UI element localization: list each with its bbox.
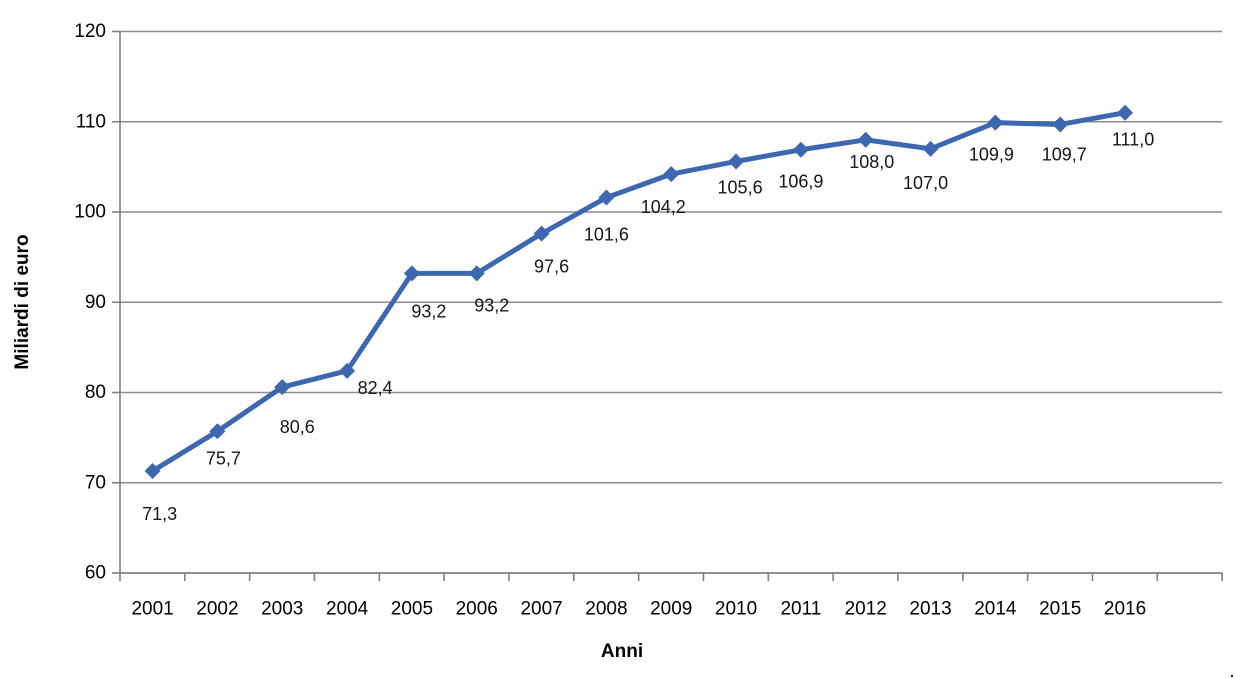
data-point-marker <box>987 114 1004 131</box>
corner-period-artifact: . <box>1229 664 1234 678</box>
x-tick-label: 2004 <box>326 599 369 620</box>
data-label: 82,4 <box>358 378 393 398</box>
x-tick-label: 2005 <box>391 599 433 620</box>
x-tick-label: 2011 <box>780 599 821 620</box>
data-point-marker <box>598 189 615 206</box>
x-tick-label: 2009 <box>650 599 692 620</box>
data-point-marker <box>209 423 226 440</box>
data-label: 104,2 <box>641 197 686 217</box>
y-tick-label: 70 <box>85 472 106 493</box>
gridlines-group <box>120 30 1222 574</box>
x-tick-label: 2007 <box>520 599 562 620</box>
data-label: 106,9 <box>778 172 823 192</box>
x-tick-label: 2002 <box>196 599 238 620</box>
x-tick-label: 2012 <box>845 599 887 620</box>
data-point-marker <box>792 141 809 158</box>
x-tick-label: 2014 <box>974 599 1017 620</box>
y-tick-label: 90 <box>85 292 106 313</box>
axes-group <box>112 30 1223 581</box>
y-tick-label: 100 <box>74 202 106 223</box>
data-label: 101,6 <box>584 225 629 245</box>
x-tick-label: 2001 <box>131 599 173 620</box>
data-point-marker <box>144 463 161 480</box>
data-label: 109,7 <box>1042 144 1087 164</box>
data-point-marker <box>339 362 356 379</box>
series-group <box>144 104 1134 480</box>
data-label: 105,6 <box>718 177 763 197</box>
data-label: 107,0 <box>903 173 948 193</box>
data-point-marker <box>857 131 874 148</box>
x-axis-title: Anni <box>601 641 643 662</box>
data-point-marker <box>728 153 745 170</box>
data-point-marker <box>468 265 485 282</box>
y-tick-label: 80 <box>85 382 106 403</box>
data-label: 75,7 <box>206 448 241 468</box>
data-label: 93,2 <box>474 295 509 315</box>
data-point-marker <box>533 225 550 242</box>
y-tick-label: 60 <box>85 563 106 584</box>
data-label: 71,3 <box>142 504 177 524</box>
x-tick-label: 2010 <box>715 599 757 620</box>
data-point-marker <box>403 265 420 282</box>
x-tick-label: 2006 <box>456 599 498 620</box>
data-point-marker <box>274 379 291 396</box>
data-label: 97,6 <box>534 257 569 277</box>
x-tick-label: 2016 <box>1104 599 1146 620</box>
data-point-marker <box>1117 104 1134 121</box>
data-label: 109,9 <box>969 145 1014 165</box>
data-label: 93,2 <box>411 301 446 321</box>
data-label: 80,6 <box>280 417 315 437</box>
data-labels-group: 71,3 75,7 80,6 82,4 93,2 93,2 97,6 101,6 104,2 10… <box>142 130 1154 524</box>
data-point-marker <box>663 166 680 183</box>
x-tick-label: 2015 <box>1039 599 1081 620</box>
x-tick-label: 2003 <box>261 599 303 620</box>
data-point-marker <box>922 140 939 157</box>
y-axis-title: Miliardi di euro <box>12 234 33 369</box>
data-label: 108,0 <box>849 152 894 172</box>
y-tick-label: 110 <box>76 111 106 132</box>
x-tick-labels-group: 2001 2002 2003 2004 2005 2006 2007 2008 2009 2010… <box>131 599 1146 620</box>
x-tick-label: 2008 <box>585 599 627 620</box>
x-tick-label: 2013 <box>909 599 951 620</box>
series-line <box>150 110 1128 474</box>
data-point-marker <box>1052 116 1069 133</box>
y-tick-label: 120 <box>74 21 106 42</box>
y-tick-labels-group: 60 70 80 90 100 110 120 <box>74 21 106 584</box>
data-label: 111,0 <box>1112 130 1154 150</box>
